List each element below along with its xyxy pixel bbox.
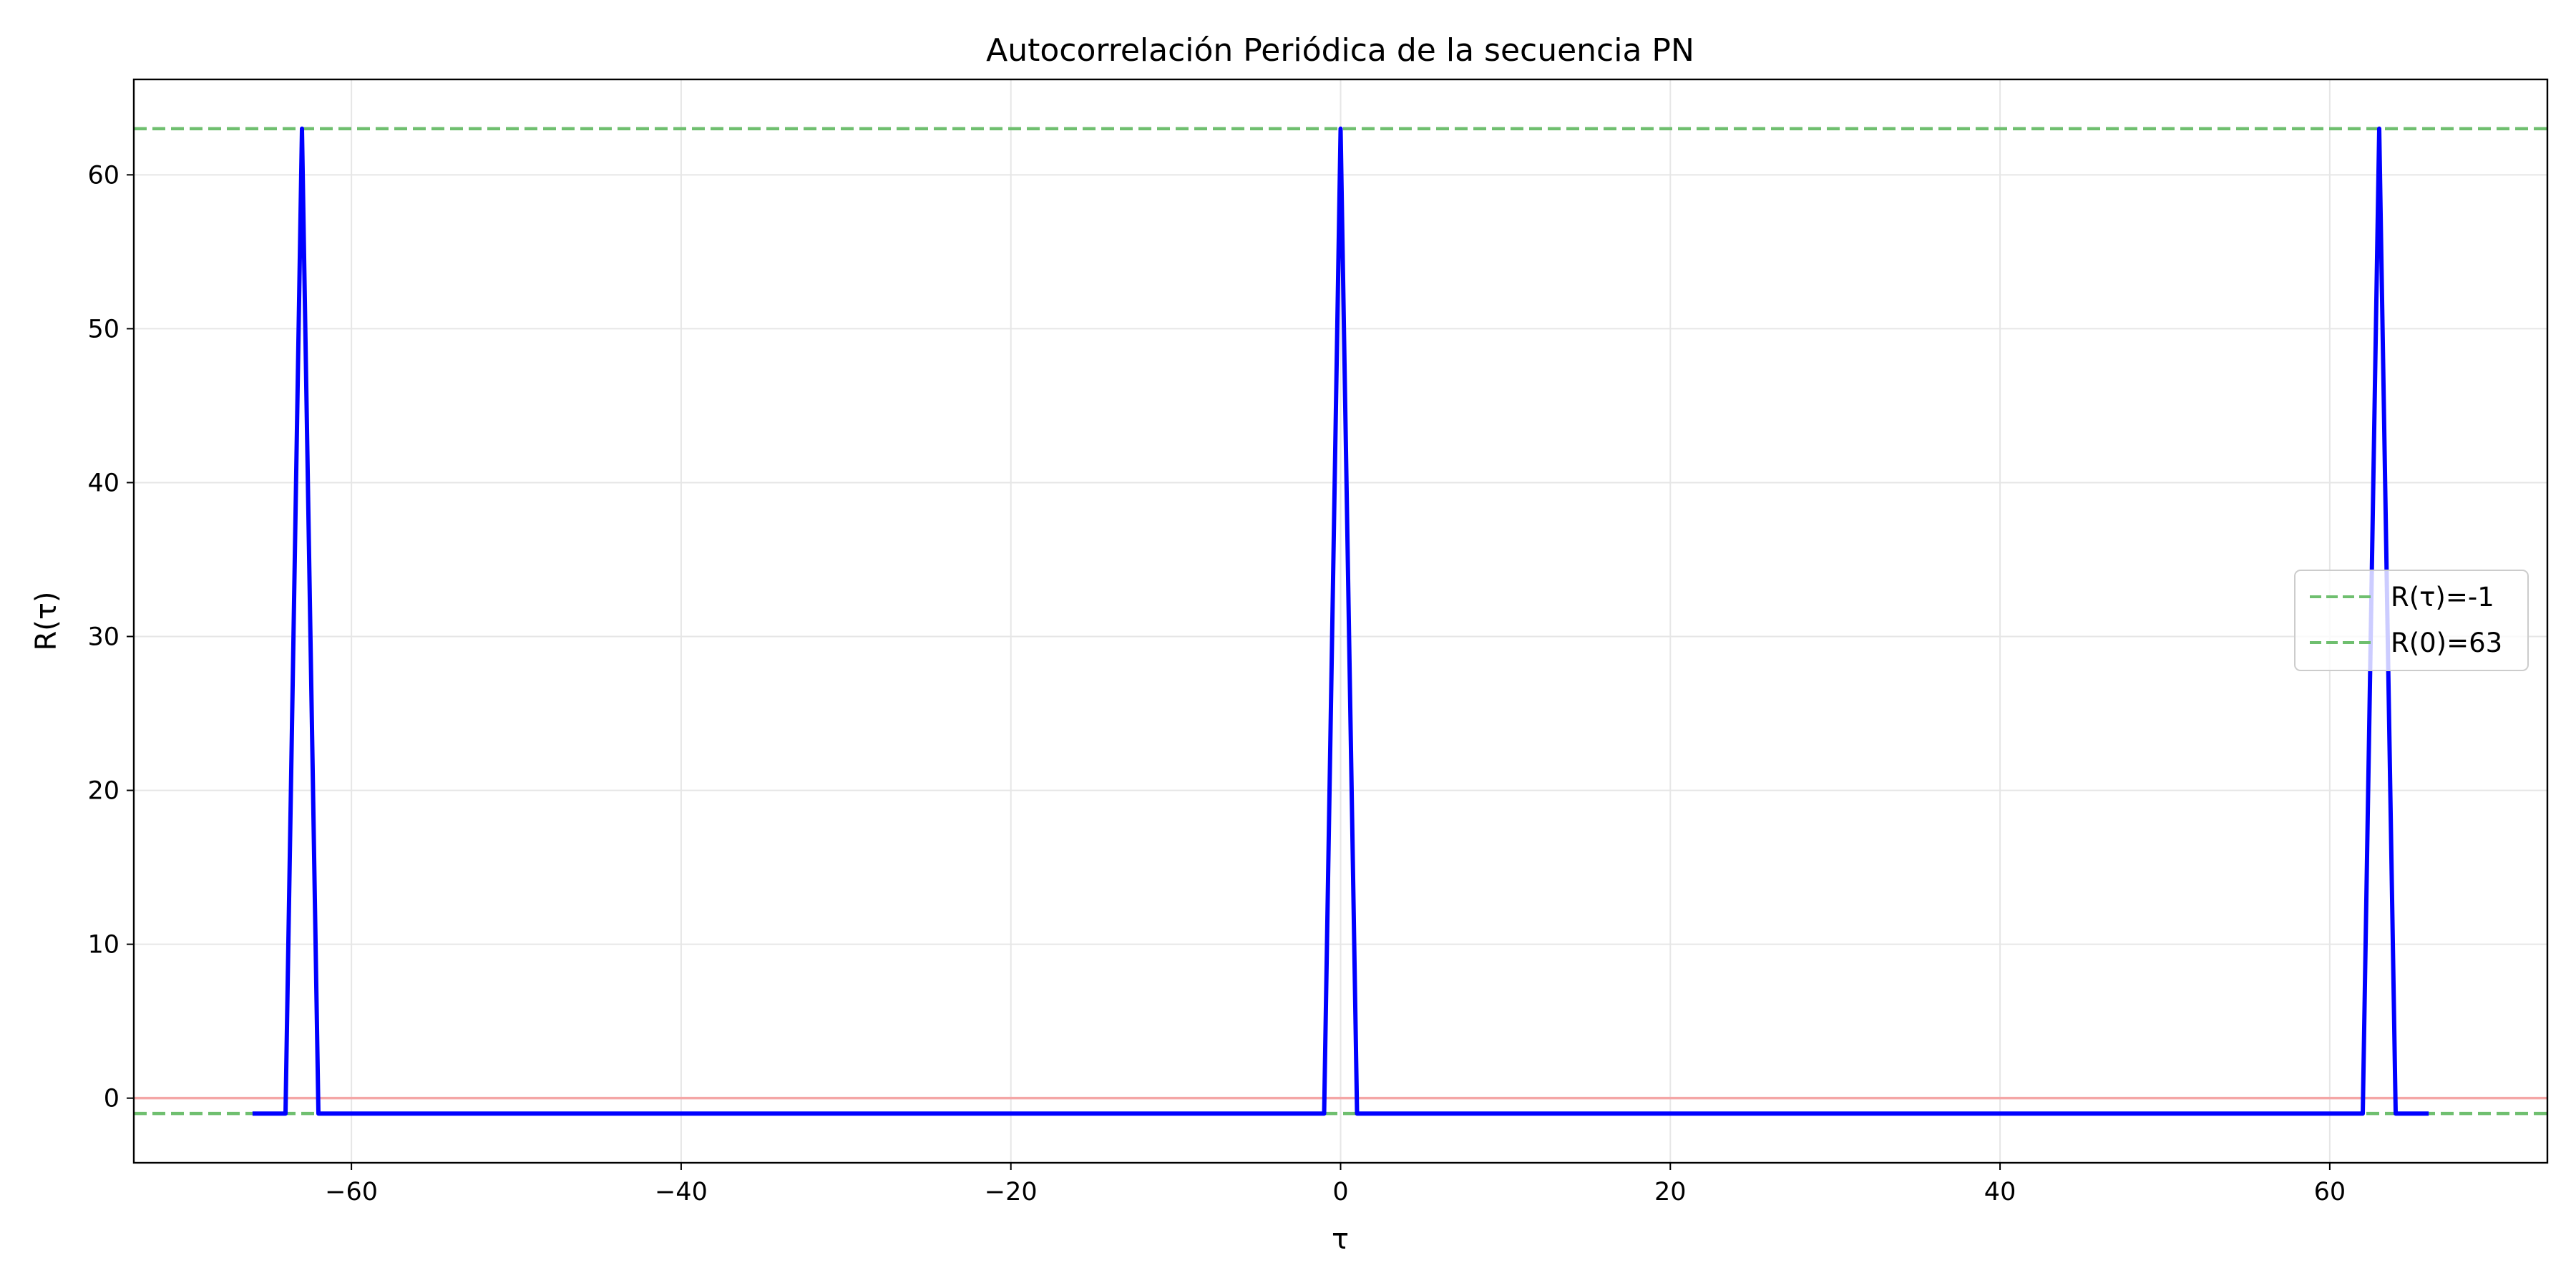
x-tick-label: 60 (2314, 1178, 2346, 1206)
y-tick-label: 50 (87, 315, 119, 343)
y-tick-label: 40 (87, 469, 119, 497)
y-tick-label: 60 (87, 161, 119, 190)
y-tick-label: 0 (104, 1085, 119, 1113)
legend-label-r-tau: R(τ)=-1 (2391, 582, 2494, 613)
series-layer (252, 126, 2429, 1116)
x-tick-label: −40 (655, 1178, 708, 1206)
y-tick-label: 30 (87, 623, 119, 652)
y-tick-label: 20 (87, 777, 119, 806)
y-axis-label: R(τ) (30, 591, 63, 650)
y-axis-ticks: 0 10 20 30 40 50 60 (87, 161, 134, 1113)
x-axis-ticks: −60 −40 −20 0 20 40 60 (325, 1163, 2346, 1206)
x-axis-label: τ (1332, 1223, 1349, 1256)
x-tick-label: 40 (1984, 1178, 2016, 1206)
y-tick-label: 10 (87, 931, 119, 960)
legend-label-r-zero: R(0)=63 (2391, 628, 2502, 658)
x-tick-label: −20 (985, 1178, 1038, 1206)
x-tick-label: −60 (325, 1178, 378, 1206)
chart-title: Autocorrelación Periódica de la secuenci… (986, 32, 1694, 69)
legend: R(τ)=-1 R(0)=63 (2294, 570, 2529, 671)
series-line (252, 126, 2429, 1116)
x-tick-label: 0 (1332, 1178, 1348, 1206)
x-tick-label: 20 (1654, 1178, 1687, 1206)
